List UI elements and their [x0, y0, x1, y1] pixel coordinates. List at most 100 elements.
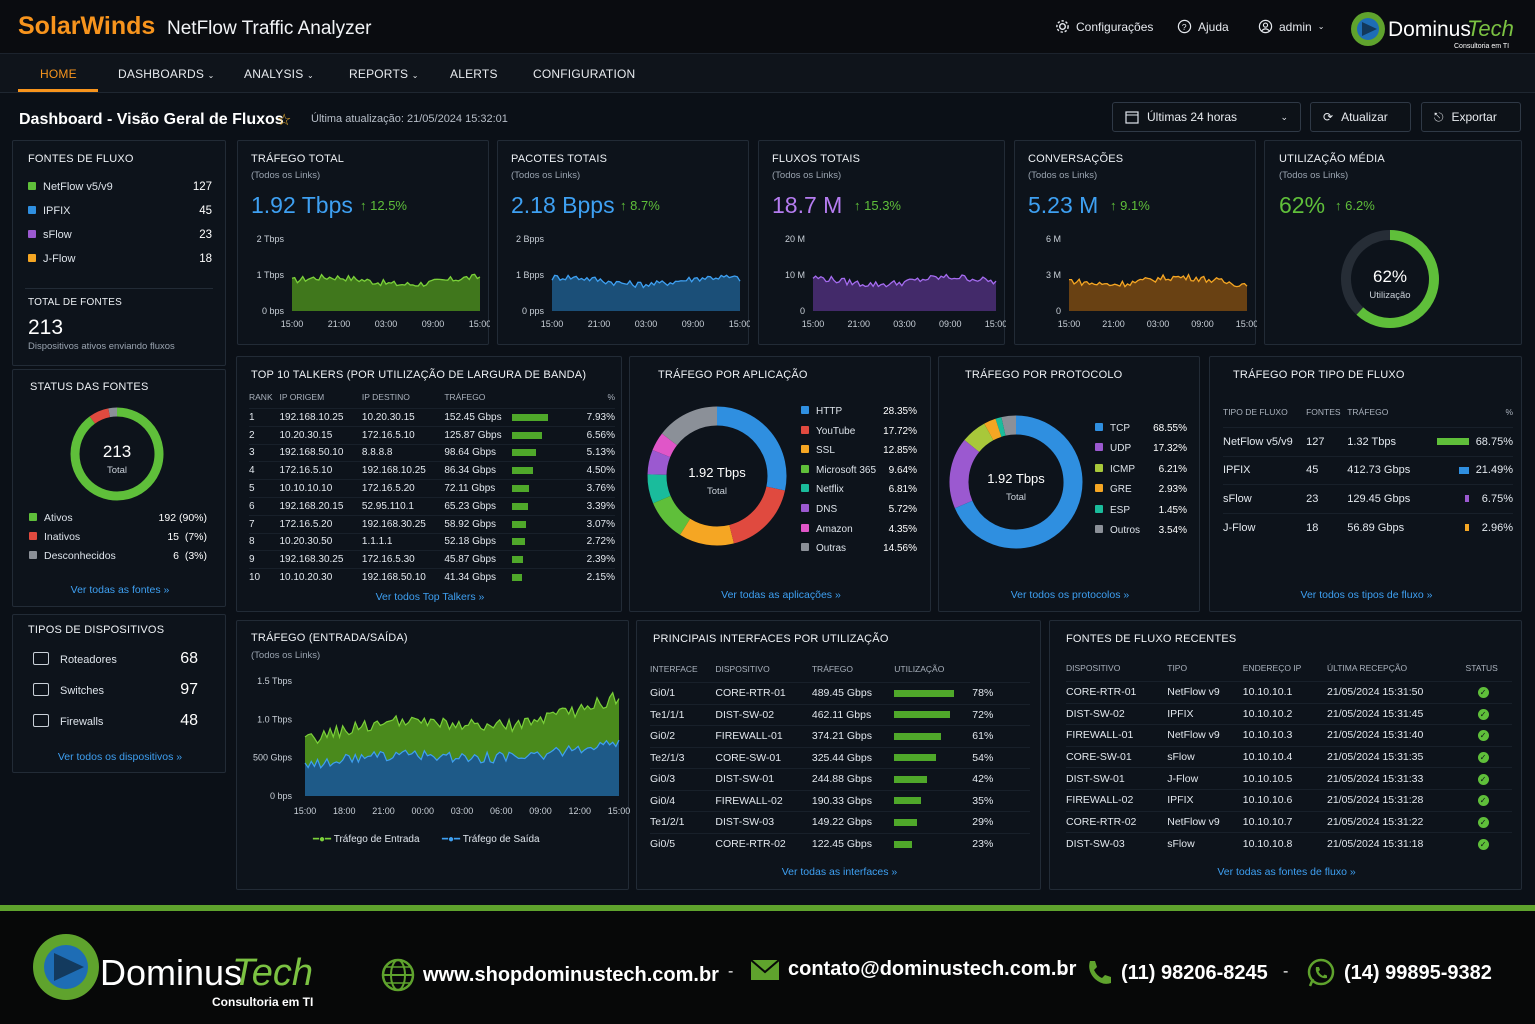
column-header[interactable]: TRÁFEGO: [444, 392, 486, 402]
table-row[interactable]: Gi0/5 CORE-RTR-02 122.45 Gbps 23%: [650, 832, 1030, 855]
app-slice-0: [716, 406, 787, 491]
protocol-legend-row[interactable]: ICMP 6.21%: [1095, 463, 1187, 475]
view-all-protocols-link[interactable]: Ver todos os protocolos »: [1010, 589, 1130, 601]
column-header[interactable]: %: [1505, 407, 1513, 417]
column-header[interactable]: %: [607, 392, 615, 402]
export-button[interactable]: ⎋ Exportar: [1421, 102, 1521, 132]
table-row[interactable]: J-Flow 18 56.89 Gbps 2.96%: [1223, 512, 1513, 542]
table-row[interactable]: 5 10.10.10.10 172.16.5.20 72.11 Gbps 3.76%: [249, 479, 615, 498]
view-all-recent-sources-link[interactable]: Ver todas as fontes de fluxo »: [1217, 866, 1356, 878]
nav-alerts[interactable]: ALERTS: [450, 67, 498, 81]
table-row[interactable]: Gi0/1 CORE-RTR-01 489.45 Gbps 78%: [650, 682, 1030, 704]
table-row[interactable]: DIST-SW-02 IPFIX 10.10.10.2 21/05/2024 15:3…: [1066, 702, 1512, 725]
column-header[interactable]: INTERFACE: [650, 664, 698, 674]
table-row[interactable]: CORE-RTR-02 NetFlow v9 10.10.10.7 21/05/202…: [1066, 810, 1512, 833]
table-row[interactable]: 6 192.168.20.15 52.95.110.1 65.23 Gbps 3.39%: [249, 496, 615, 516]
table-row[interactable]: 10 10.10.20.30 192.168.50.10 41.34 Gbps 2.15…: [249, 568, 615, 587]
favorite-star-icon[interactable]: ☆: [277, 112, 292, 129]
view-all-interfaces-link[interactable]: Ver todas as interfaces »: [781, 866, 898, 878]
app-legend-row[interactable]: YouTube 17.72%: [801, 425, 917, 437]
app-legend-row[interactable]: SSL 12.85%: [801, 445, 917, 456]
column-header[interactable]: DISPOSITIVO: [715, 664, 770, 674]
time-range-value: Últimas 24 horas: [1147, 110, 1238, 124]
app-legend-row[interactable]: Outras 14.56%: [801, 543, 917, 554]
column-header[interactable]: RANK: [249, 392, 273, 402]
table-row[interactable]: Te1/2/1 DIST-SW-03 149.22 Gbps 29%: [650, 811, 1030, 833]
view-all-devices-link[interactable]: Ver todos os dispositivos »: [57, 751, 183, 763]
table-row[interactable]: 3 192.168.50.10 8.8.8.8 98.64 Gbps 5.13%: [249, 443, 615, 462]
flow-source-row[interactable]: J-Flow 18: [28, 253, 212, 265]
app-legend-row[interactable]: Microsoft 365 9.64%: [801, 464, 917, 476]
table-row[interactable]: Gi0/3 DIST-SW-01 244.88 Gbps 42%: [650, 768, 1030, 790]
view-all-apps-link[interactable]: Ver todas as aplicações »: [721, 589, 841, 601]
table-row[interactable]: CORE-SW-01 sFlow 10.10.10.4 21/05/2024 15:3…: [1066, 745, 1512, 768]
column-header[interactable]: TRÁFEGO: [811, 664, 853, 674]
column-header[interactable]: ÚLTIMA RECEPÇÃO: [1327, 663, 1408, 673]
table-row[interactable]: 4 172.16.5.10 192.168.10.25 86.34 Gbps 4.50%: [249, 461, 615, 480]
user-menu[interactable]: admin ⌄: [1258, 19, 1324, 34]
view-all-flow-types-link[interactable]: Ver todos os tipos de fluxo »: [1300, 589, 1433, 601]
column-header[interactable]: ENDEREÇO IP: [1242, 663, 1302, 673]
table-cell: 10: [249, 568, 280, 587]
flow-source-row[interactable]: sFlow 23: [28, 229, 212, 241]
table-row[interactable]: Te2/1/3 CORE-SW-01 325.44 Gbps 54%: [650, 746, 1030, 769]
help-link[interactable]: ? Ajuda: [1177, 19, 1229, 34]
table-row[interactable]: DIST-SW-01 J-Flow 10.10.10.5 21/05/2024 15:…: [1066, 767, 1512, 790]
column-header[interactable]: FONTES: [1306, 407, 1341, 417]
device-type-row[interactable]: Firewalls 48: [33, 711, 198, 733]
table-row[interactable]: FIREWALL-02 IPFIX 10.10.10.6 21/05/2024 15:…: [1066, 788, 1512, 812]
app-legend-row[interactable]: Netflix 6.81%: [801, 484, 917, 495]
column-header[interactable]: IP DESTINO: [361, 392, 410, 402]
table-row[interactable]: 1 192.168.10.25 10.20.30.15 152.45 Gbps 7.93…: [249, 408, 615, 427]
protocol-legend-row[interactable]: ESP 1.45%: [1095, 504, 1187, 516]
status-ok-icon: ✓: [1477, 773, 1489, 785]
nav-dashboards[interactable]: DASHBOARDS ⌄: [118, 67, 214, 81]
table-row[interactable]: DIST-SW-03 sFlow 10.10.10.8 21/05/2024 15:3…: [1066, 832, 1512, 855]
protocol-legend-row[interactable]: TCP 68.55%: [1095, 423, 1187, 434]
table-row[interactable]: NetFlow v5/v9 127 1.32 Tbps 68.75%: [1223, 427, 1513, 456]
column-header[interactable]: IP ORIGEM: [279, 392, 325, 402]
nav-analysis[interactable]: ANALYSIS ⌄: [244, 67, 314, 81]
product-name: NetFlow Traffic Analyzer: [167, 18, 372, 39]
time-range-select[interactable]: Últimas 24 horas ⌄: [1112, 102, 1301, 132]
table-row[interactable]: 2 10.20.30.15 172.16.5.10 125.87 Gbps 6.56%: [249, 425, 615, 445]
footer-email[interactable]: contato@dominustech.com.br: [750, 958, 1076, 981]
view-all-sources-link[interactable]: Ver todas as fontes »: [70, 584, 170, 596]
table-row[interactable]: 8 10.20.30.50 1.1.1.1 52.18 Gbps 2.72%: [249, 532, 615, 551]
footer-website[interactable]: www.shopdominustech.com.br: [381, 958, 719, 992]
protocol-legend-row[interactable]: GRE 2.93%: [1095, 484, 1187, 495]
view-all-talkers-link[interactable]: Ver todos Top Talkers »: [375, 591, 485, 603]
app-legend-row[interactable]: Amazon 4.35%: [801, 523, 917, 535]
column-header[interactable]: STATUS: [1465, 663, 1498, 673]
table-row[interactable]: Gi0/2 FIREWALL-01 374.21 Gbps 61%: [650, 725, 1030, 747]
app-legend-row[interactable]: HTTP 28.35%: [801, 406, 917, 417]
table-row[interactable]: 7 172.16.5.20 192.168.30.25 58.92 Gbps 3.07%: [249, 514, 615, 534]
flow-source-row[interactable]: NetFlow v5/v9 127: [28, 181, 212, 193]
column-header[interactable]: DISPOSITIVO: [1066, 663, 1121, 673]
column-header[interactable]: UTILIZAÇÃO: [894, 664, 945, 674]
flow-source-row[interactable]: IPFIX 45: [28, 205, 212, 217]
table-row[interactable]: CORE-RTR-01 NetFlow v9 10.10.10.1 21/05/202…: [1066, 681, 1512, 704]
protocol-legend-row[interactable]: UDP 17.32%: [1095, 443, 1187, 454]
table-row[interactable]: FIREWALL-01 NetFlow v9 10.10.10.3 21/05/202…: [1066, 724, 1512, 747]
table-row[interactable]: Te1/1/1 DIST-SW-02 462.11 Gbps 72%: [650, 703, 1030, 726]
nav-configuration[interactable]: CONFIGURATION: [533, 67, 636, 81]
column-header[interactable]: TIPO: [1167, 663, 1188, 673]
app-legend-row[interactable]: DNS 5.72%: [801, 504, 917, 515]
table-row[interactable]: Gi0/4 FIREWALL-02 190.33 Gbps 35%: [650, 789, 1030, 812]
column-header[interactable]: TIPO DE FLUXO: [1223, 407, 1288, 417]
table-row[interactable]: 9 192.168.30.25 172.16.5.30 45.87 Gbps 2.39%: [249, 550, 615, 569]
device-type-row[interactable]: Roteadores 68: [33, 649, 198, 671]
table-row[interactable]: sFlow 23 129.45 Gbps 6.75%: [1223, 484, 1513, 513]
column-header[interactable]: TRÁFEGO: [1347, 407, 1389, 417]
protocol-legend-row[interactable]: Outros 3.54%: [1095, 525, 1187, 536]
footer-whatsapp[interactable]: (14) 99895-9382: [1306, 958, 1492, 988]
table-row[interactable]: IPFIX 45 412.73 Gbps 21.49%: [1223, 455, 1513, 485]
refresh-button[interactable]: ⟳ Atualizar: [1310, 102, 1411, 132]
device-type-row[interactable]: Switches 97: [33, 680, 198, 702]
settings-link[interactable]: Configurações: [1055, 19, 1153, 34]
brand-logo[interactable]: SolarWinds: [18, 12, 156, 40]
nav-reports[interactable]: REPORTS ⌄: [349, 67, 419, 81]
nav-home[interactable]: HOME: [40, 67, 77, 81]
footer-phone[interactable]: (11) 98206-8245: [1083, 958, 1268, 988]
